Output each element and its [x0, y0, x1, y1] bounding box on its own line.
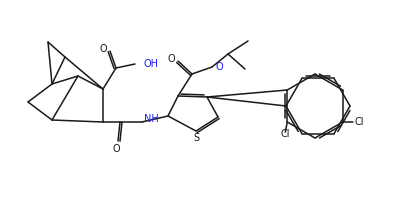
- Text: S: S: [193, 133, 199, 143]
- Text: O: O: [167, 54, 175, 64]
- Text: O: O: [99, 44, 107, 54]
- Text: NH: NH: [144, 114, 159, 124]
- Text: O: O: [215, 62, 223, 72]
- Text: Cl: Cl: [355, 117, 364, 127]
- Text: OH: OH: [143, 59, 158, 69]
- Text: Cl: Cl: [280, 129, 290, 139]
- Text: O: O: [112, 144, 120, 154]
